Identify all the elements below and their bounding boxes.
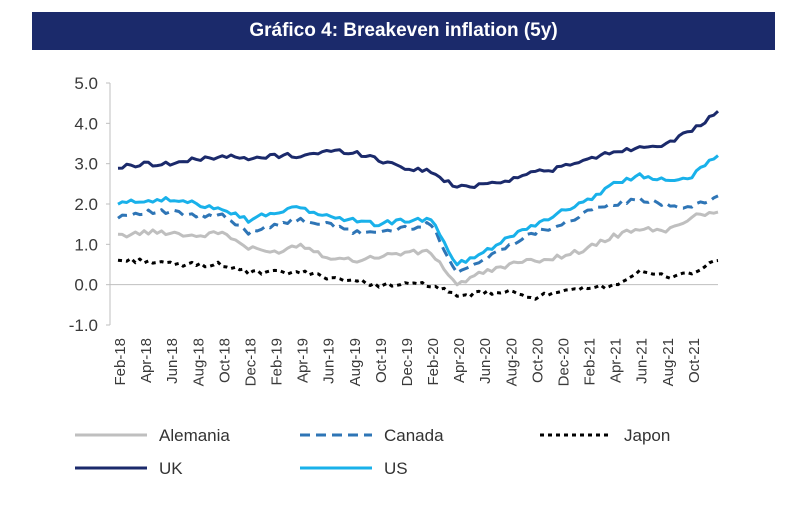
series-line-alemania: [117, 210, 719, 287]
x-tick-label: Feb-19: [269, 338, 286, 386]
legend-label-uk: UK: [159, 459, 183, 478]
x-tick-label: Dec-20: [555, 338, 572, 386]
x-tick-label: Oct-19: [373, 338, 390, 383]
legend-label-us: US: [384, 459, 408, 478]
y-tick-label: 2.0: [74, 195, 98, 214]
chart-title: Gráfico 4: Breakeven inflation (5y): [32, 12, 775, 50]
series-line-uk: [117, 110, 720, 189]
x-tick-label: Aug-18: [190, 338, 207, 386]
x-tick-label: Apr-19: [295, 338, 312, 383]
x-tick-label: Jun-21: [634, 338, 651, 384]
x-tick-label: Apr-20: [451, 338, 468, 383]
x-tick-label: Dec-18: [242, 338, 259, 386]
x-tick-label: Oct-21: [686, 338, 703, 383]
x-tick-label: Aug-20: [503, 338, 520, 386]
x-tick-label: Jun-20: [477, 338, 494, 384]
y-tick-label: 4.0: [74, 114, 98, 133]
y-tick-label: -1.0: [69, 316, 98, 335]
series-line-japon: [117, 257, 719, 301]
legend-label-canada: Canada: [384, 426, 444, 445]
x-tick-label: Aug-19: [347, 338, 364, 386]
series-line-canada: [117, 194, 719, 275]
x-tick-label: Apr-21: [608, 338, 625, 383]
x-tick-label: Oct-20: [529, 338, 546, 383]
x-tick-label: Apr-18: [138, 338, 155, 383]
y-tick-label: 0.0: [74, 276, 98, 295]
y-tick-label: 1.0: [74, 235, 98, 254]
x-tick-label: Aug-21: [660, 338, 677, 386]
x-tick-label: Jun-18: [164, 338, 181, 384]
x-tick-label: Dec-19: [399, 338, 416, 386]
y-tick-label: 3.0: [74, 155, 98, 174]
series-line-us: [117, 154, 719, 267]
x-tick-label: Oct-18: [216, 338, 233, 383]
legend-label-japon: Japon: [624, 426, 670, 445]
legend-label-alemania: Alemania: [159, 426, 230, 445]
x-tick-label: Feb-20: [425, 338, 442, 386]
y-tick-label: 5.0: [74, 74, 98, 93]
x-tick-label: Jun-19: [321, 338, 338, 384]
x-tick-label: Feb-21: [582, 338, 599, 386]
x-tick-label: Feb-18: [112, 338, 129, 386]
